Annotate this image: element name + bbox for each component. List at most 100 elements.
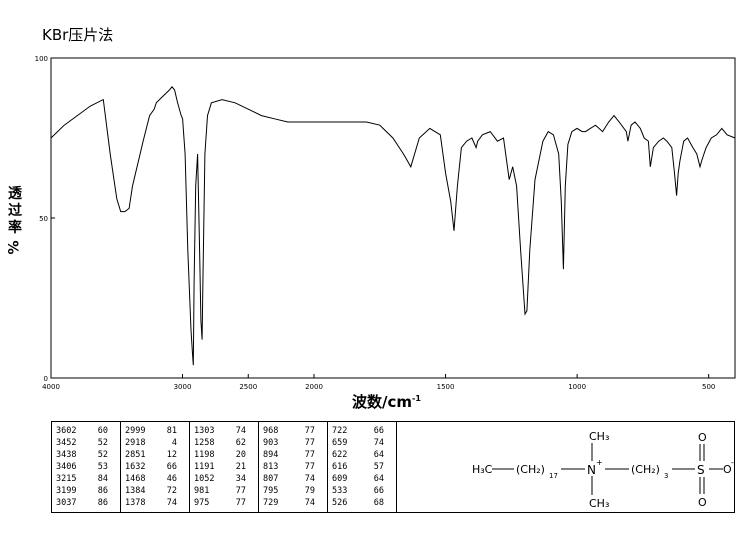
struct-oxygen-right: O [723, 463, 732, 476]
peak-transmittance: 4 [171, 438, 177, 448]
peak-row: 2918 4 [125, 438, 177, 448]
peak-wavenumber: 1632 [125, 462, 146, 472]
peak-transmittance: 77 [304, 426, 315, 436]
peak-transmittance: 74 [166, 498, 177, 508]
peak-transmittance: 84 [97, 474, 108, 484]
peak-row: 903 77 [263, 438, 315, 448]
peak-transmittance: 62 [235, 438, 246, 448]
struct-nitrogen-charge: + [596, 458, 603, 467]
struct-h3c: H₃C [472, 463, 493, 476]
peak-wavenumber: 1258 [194, 438, 215, 448]
peak-row: 526 68 [332, 498, 384, 508]
x-label-sup: -1 [412, 394, 421, 403]
transmittance-curve [50, 86, 736, 366]
x-tick-label: 4000 [42, 383, 60, 391]
peak-row: 1632 66 [125, 462, 177, 472]
x-label-main: 波数 [352, 393, 383, 411]
peak-row: 1191 21 [194, 462, 246, 472]
struct-oxygen-top: O [698, 431, 707, 444]
peak-transmittance: 34 [235, 474, 246, 484]
x-tick-label: 1000 [568, 383, 586, 391]
struct-chain1: (CH₂) [516, 463, 545, 476]
peak-row: 622 64 [332, 450, 384, 460]
peak-wavenumber: 968 [263, 426, 279, 436]
peak-wavenumber: 1191 [194, 462, 215, 472]
y-label-char: 过 [8, 203, 22, 219]
peak-wavenumber: 894 [263, 450, 279, 460]
peak-transmittance: 21 [235, 462, 246, 472]
peak-row: 981 77 [194, 486, 246, 496]
peak-row: 722 66 [332, 426, 384, 436]
peak-column: 2999 81 2918 4 2851 12 1632 66 1468 46 1384 72 1378 7… [121, 422, 190, 512]
peak-wavenumber: 616 [332, 462, 348, 472]
y-tick-label: 50 [39, 215, 48, 223]
peak-wavenumber: 813 [263, 462, 279, 472]
y-axis: 0 50 100 [35, 55, 55, 383]
peak-transmittance: 77 [235, 498, 246, 508]
y-axis-label: 透 过 率 % [6, 186, 24, 256]
peak-wavenumber: 3452 [56, 438, 77, 448]
peak-wavenumber: 3037 [56, 498, 77, 508]
peak-transmittance: 74 [373, 438, 384, 448]
peak-wavenumber: 3602 [56, 426, 77, 436]
peak-transmittance: 86 [97, 486, 108, 496]
x-tick-label: 3000 [174, 383, 192, 391]
struct-nitrogen: N [587, 463, 596, 477]
peak-wavenumber: 1468 [125, 474, 146, 484]
peak-row: 813 77 [263, 462, 315, 472]
y-tick-label: 0 [44, 375, 48, 383]
peak-row: 533 66 [332, 486, 384, 496]
peak-wavenumber: 2999 [125, 426, 146, 436]
peak-wavenumber: 609 [332, 474, 348, 484]
peak-column: 3602 60 3452 52 3438 52 3406 53 3215 84 3199 86 3037… [52, 422, 121, 512]
peak-wavenumber: 3406 [56, 462, 77, 472]
peak-row: 894 77 [263, 450, 315, 460]
peak-transmittance: 77 [304, 438, 315, 448]
y-label-char: 透 [8, 186, 22, 202]
struct-oxygen-bottom: O [698, 496, 707, 509]
peak-table: H₃C (CH₂) 17 N + CH₃ CH₃ (CH₂) 3 S O O O… [51, 421, 735, 513]
peak-wavenumber: 807 [263, 474, 279, 484]
peak-transmittance: 20 [235, 450, 246, 460]
peak-transmittance: 64 [373, 450, 384, 460]
peak-row: 3037 86 [56, 498, 108, 508]
peak-transmittance: 66 [166, 462, 177, 472]
peak-wavenumber: 729 [263, 498, 279, 508]
peak-wavenumber: 526 [332, 498, 348, 508]
peak-row: 795 79 [263, 486, 315, 496]
peak-transmittance: 77 [304, 450, 315, 460]
x-axis: 4000 3000 2500 2000 1500 1000 500 [42, 374, 715, 391]
plot-frame [50, 57, 736, 379]
peak-transmittance: 12 [166, 450, 177, 460]
peak-wavenumber: 1052 [194, 474, 215, 484]
peak-transmittance: 74 [304, 498, 315, 508]
peak-column: 722 66 659 74 622 64 616 57 609 64 533 66 526 68 [328, 422, 397, 512]
peak-row: 975 77 [194, 498, 246, 508]
y-tick-label: 100 [35, 55, 48, 63]
peak-row: 616 57 [332, 462, 384, 472]
peak-wavenumber: 1384 [125, 486, 146, 496]
x-tick-label: 2000 [305, 383, 323, 391]
peak-row: 1303 74 [194, 426, 246, 436]
peak-transmittance: 86 [97, 498, 108, 508]
peak-row: 2999 81 [125, 426, 177, 436]
peak-row: 1258 62 [194, 438, 246, 448]
peak-transmittance: 77 [304, 462, 315, 472]
peak-wavenumber: 1303 [194, 426, 215, 436]
peak-transmittance: 79 [304, 486, 315, 496]
peak-transmittance: 46 [166, 474, 177, 484]
peak-transmittance: 60 [97, 426, 108, 436]
x-label-unit: /cm [382, 393, 413, 411]
struct-chain2: (CH₂) [631, 463, 660, 476]
x-tick-label: 1500 [437, 383, 455, 391]
peak-transmittance: 77 [235, 486, 246, 496]
peak-row: 1384 72 [125, 486, 177, 496]
peak-transmittance: 57 [373, 462, 384, 472]
peak-wavenumber: 2851 [125, 450, 146, 460]
chart-title: KBr压片法 [42, 26, 114, 44]
peak-transmittance: 74 [235, 426, 246, 436]
x-tick-label: 500 [702, 383, 715, 391]
peak-row: 1468 46 [125, 474, 177, 484]
peak-wavenumber: 903 [263, 438, 279, 448]
ir-spectrum-chart: 0 50 100 4000 3000 2500 2000 1500 1000 500 [35, 55, 736, 391]
